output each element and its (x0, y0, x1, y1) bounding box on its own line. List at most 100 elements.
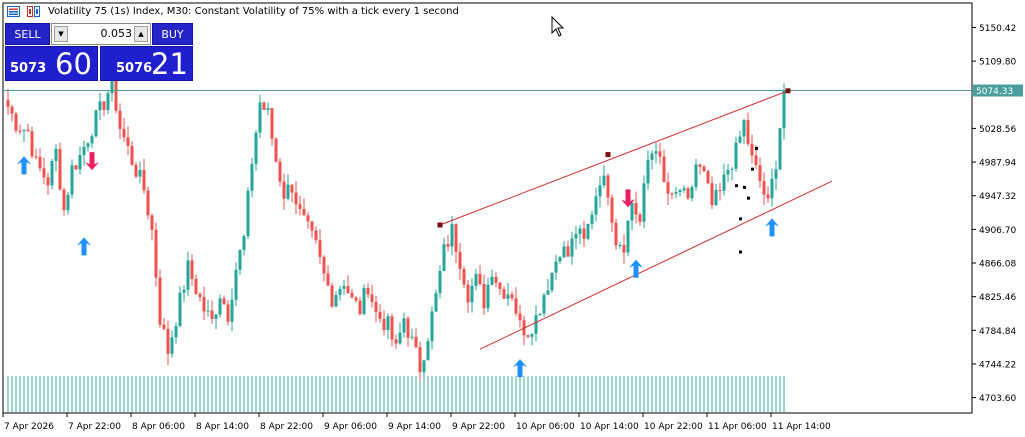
candle-body (246, 190, 250, 237)
candle-body (214, 314, 218, 319)
candle-body (682, 188, 686, 191)
channel-anchor-start[interactable] (437, 222, 443, 228)
candle-body (410, 336, 414, 338)
buy-quote[interactable]: 5076 21 (100, 46, 193, 81)
candle-body (294, 192, 298, 205)
x-tick-label: 10 Apr 14:00 (580, 422, 639, 432)
channel-anchor-end[interactable] (785, 88, 791, 94)
candle-body (494, 276, 498, 283)
candle-body (526, 335, 530, 337)
candle-body (350, 292, 354, 298)
candle-body (718, 189, 722, 191)
buy-signal-arrow-icon (629, 259, 643, 278)
lot-size-value[interactable]: 0.053 (100, 27, 133, 40)
candle-body (114, 72, 118, 111)
candle-body (6, 100, 10, 107)
candle-body (330, 285, 334, 307)
sell-price-main: 5073 (10, 61, 47, 76)
candle-body (578, 228, 582, 235)
channel-lower-line[interactable] (479, 180, 833, 350)
candle-body (262, 102, 266, 110)
candle-body (670, 193, 674, 195)
candle-body (574, 234, 578, 239)
candle-body (302, 208, 306, 216)
current-price-label-bg (973, 84, 1023, 97)
candle-body (250, 163, 254, 191)
candle-body (774, 169, 778, 179)
channel-upper-line[interactable] (439, 90, 789, 226)
candle-body (758, 165, 762, 182)
candle-body (746, 120, 750, 144)
candle-body (698, 164, 702, 167)
one-click-trading-icon[interactable] (27, 6, 40, 17)
candle-body (466, 284, 470, 303)
candle-body (178, 292, 182, 327)
candle-body (734, 142, 738, 169)
chart-list-icon[interactable] (7, 6, 20, 17)
x-tick-label: 10 Apr 22:00 (644, 422, 703, 432)
candle-body (710, 183, 714, 206)
candle-body (490, 276, 494, 285)
candle-body (634, 202, 638, 215)
candle-body (182, 289, 186, 293)
channel-anchor-mid[interactable] (605, 152, 611, 158)
candle-body (102, 101, 106, 110)
candle-body (702, 166, 706, 172)
candle-body (338, 288, 342, 296)
candle-body (766, 194, 770, 199)
mouse-pointer-icon (551, 16, 565, 37)
candle-body (362, 287, 366, 315)
candle-body (398, 332, 402, 344)
candle-body (310, 221, 314, 231)
candle-body (326, 273, 330, 286)
lot-increase-button[interactable]: ▲ (134, 26, 148, 42)
candle-body (58, 148, 62, 190)
candle-body (750, 143, 754, 156)
lot-decrease-button[interactable]: ▼ (54, 26, 68, 42)
y-tick-label: 4703.60 (979, 394, 1016, 404)
sell-signal-arrow-icon (621, 189, 635, 208)
y-tick-label: 4784.84 (979, 327, 1016, 337)
candle-body (754, 155, 758, 166)
candle-body (502, 288, 506, 299)
candle-body (122, 128, 126, 138)
y-tick-label: 5150.42 (979, 24, 1016, 34)
candle-body (126, 137, 130, 146)
candle-body (158, 277, 162, 325)
candle-body (694, 164, 698, 187)
candle-body (314, 230, 318, 241)
candle-body (450, 224, 454, 247)
candle-body (186, 260, 190, 290)
candle-body (738, 136, 742, 143)
buy-button[interactable]: BUY (152, 23, 193, 45)
candle-body (238, 249, 242, 270)
candle-body (10, 106, 14, 114)
candle-body (70, 165, 74, 195)
sell-quote[interactable]: 5073 60 (5, 46, 98, 81)
candle-body (742, 120, 746, 137)
candle-body (554, 261, 558, 273)
candle-body (110, 72, 114, 94)
candle-body (146, 190, 150, 216)
candle-body (382, 318, 386, 331)
buy-signal-arrow-icon (17, 156, 31, 175)
candle-body (34, 156, 38, 158)
candle-body (590, 214, 594, 224)
sell-button[interactable]: SELL (5, 23, 50, 45)
candle-body (202, 297, 206, 312)
candle-body (26, 129, 30, 132)
candle-body (558, 257, 562, 262)
candle-body (714, 189, 718, 206)
candle-body (482, 284, 486, 309)
volume-histogram (7, 376, 785, 412)
candle-body (626, 220, 630, 253)
x-tick-label: 9 Apr 06:00 (324, 422, 377, 432)
candle-body (446, 244, 450, 247)
marker-dot (739, 250, 742, 254)
candle-body (582, 228, 586, 239)
lot-size-field[interactable]: ▼ 0.053 ▲ (51, 23, 151, 45)
candle-body (322, 256, 326, 274)
candle-body (606, 175, 610, 198)
candle-body (390, 316, 394, 340)
